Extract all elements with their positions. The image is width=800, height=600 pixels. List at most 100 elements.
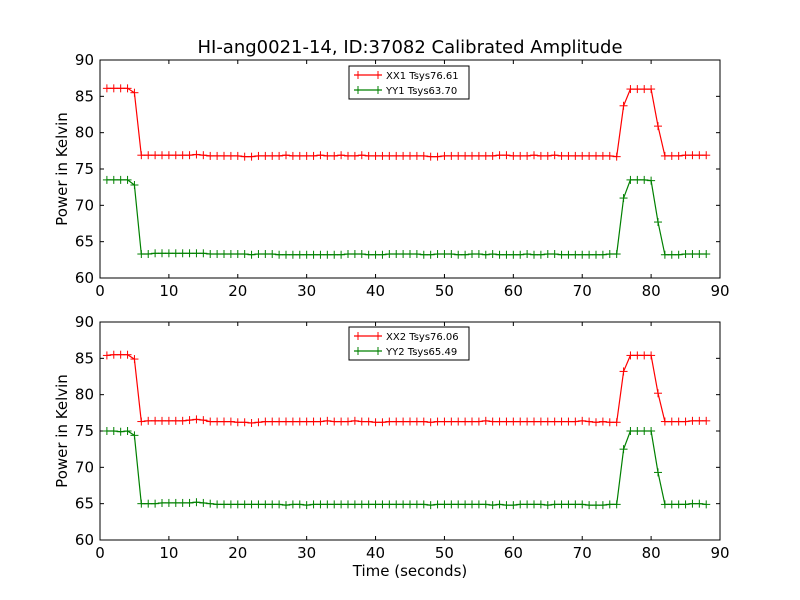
data-point [447,151,456,160]
data-point [316,151,325,160]
data-point [412,151,421,160]
data-point [447,500,456,509]
data-point [123,84,132,93]
data-point [654,468,662,477]
data-point [695,416,704,425]
data-point [295,151,304,160]
data-point [288,151,297,160]
data-point [378,500,387,509]
data-point [550,250,559,259]
data-point [440,500,449,509]
data-point [695,250,704,259]
data-point [240,418,249,427]
data-point [399,417,408,426]
data-point [468,250,476,259]
x-tick-label: 60 [504,282,523,300]
x-tick-label: 60 [504,544,523,562]
data-point [192,150,201,159]
data-point [282,501,290,510]
data-point [192,249,201,258]
data-point [598,151,607,160]
data-point [337,500,346,509]
data-point [309,151,318,160]
data-point [158,151,166,160]
data-point [523,250,532,259]
data-point [640,351,649,360]
data-point [137,250,146,259]
data-point [468,151,476,160]
data-point [447,250,456,259]
x-tick-label: 0 [95,544,105,562]
data-point [612,500,621,509]
data-point [185,416,194,425]
data-point [364,250,373,259]
data-point [109,84,118,93]
y-tick-label: 85 [75,87,94,105]
data-point [392,417,401,426]
data-point [178,151,187,160]
data-point [158,416,166,425]
data-point [137,499,146,508]
data-point [192,415,201,424]
data-point [357,250,366,259]
data-point [247,152,256,161]
data-point [151,416,160,425]
data-point [419,500,428,509]
data-point [240,250,249,259]
data-point [633,85,642,94]
data-point [406,500,414,509]
data-point [123,427,132,435]
data-point [543,417,552,426]
data-point [137,151,146,160]
data-point [130,88,139,97]
data-point [158,498,166,507]
data-point [433,500,442,509]
data-point [612,250,621,259]
y-tick-label: 70 [75,458,94,476]
data-point [282,417,290,426]
data-point [688,499,697,508]
data-point [406,417,414,426]
x-tick-label: 40 [366,282,385,300]
data-point [447,417,456,426]
data-point [288,500,297,509]
data-point [316,417,325,426]
data-point [344,151,352,160]
data-point [116,175,125,184]
data-point [137,417,146,426]
data-point [392,151,401,160]
data-point [309,417,318,426]
data-point [495,151,504,160]
data-point [171,498,180,507]
data-point [530,417,538,426]
data-point [412,500,421,509]
data-point [357,417,366,426]
data-point [474,250,483,259]
data-point [550,417,559,426]
data-point [654,218,662,227]
data-point [323,151,332,160]
data-point [295,417,304,426]
y-tick-label: 75 [75,422,94,440]
data-point [254,250,263,259]
data-point [550,500,559,509]
data-point [564,250,573,259]
data-point [654,122,662,131]
data-point [268,250,277,259]
data-point [509,151,518,160]
data-point [585,417,594,426]
data-point [275,417,284,426]
data-point [585,250,594,259]
legend-box [348,326,470,361]
data-point [592,418,600,427]
data-point [667,417,676,426]
data-point [667,500,676,509]
data-point [633,351,642,360]
data-point [164,249,173,258]
data-point [109,427,118,435]
data-point [302,501,311,510]
data-point [509,417,518,426]
data-point [626,427,635,435]
data-point [206,417,215,426]
data-point [220,151,228,160]
